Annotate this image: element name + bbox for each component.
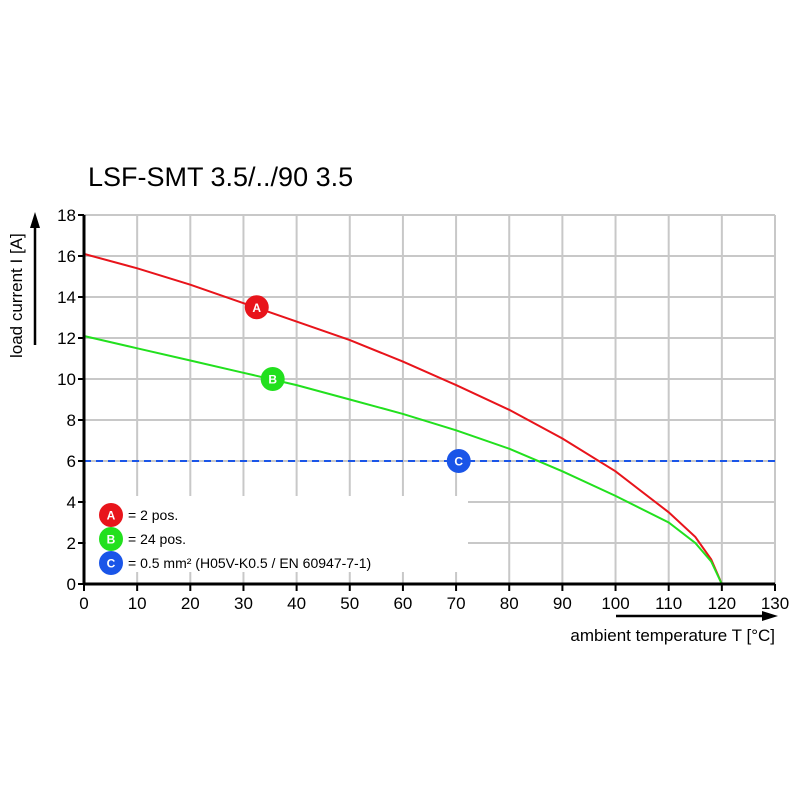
x-tick-label: 80: [500, 594, 519, 613]
x-tick-label: 40: [287, 594, 306, 613]
y-tick-label: 2: [67, 534, 76, 553]
series-line-a: [83, 252, 723, 585]
y-axis-arrowhead: [30, 212, 40, 228]
y-tick-label: 4: [67, 493, 76, 512]
legend-marker-a-circle: [99, 503, 123, 527]
legend-marker-a-letter: A: [107, 509, 116, 523]
x-tick-label: 10: [128, 594, 147, 613]
x-tick-label: 30: [234, 594, 253, 613]
x-tick-label: 120: [708, 594, 736, 613]
series-line-b: [83, 335, 723, 585]
y-tick-label: 10: [57, 370, 76, 389]
series-marker-c-letter: C: [454, 455, 463, 469]
legend-text-c: = 0.5 mm² (H05V-K0.5 / EN 60947-7-1): [128, 555, 371, 571]
x-axis-arrowhead: [762, 611, 778, 621]
legend-marker-c-letter: C: [107, 557, 116, 571]
y-tick-label: 14: [57, 288, 76, 307]
x-tick-label: 110: [655, 594, 682, 613]
x-tick-label: 100: [601, 594, 629, 613]
series-group: ABC: [83, 252, 775, 585]
y-tick-label: 18: [57, 206, 76, 225]
x-axis-label: ambient temperature T [°C]: [570, 626, 775, 645]
series-marker-b-letter: B: [268, 373, 277, 387]
x-tick-label: 50: [340, 594, 359, 613]
legend-text-b: = 24 pos.: [128, 531, 186, 547]
y-tick-label: 6: [67, 452, 76, 471]
legend-text-a: = 2 pos.: [128, 507, 178, 523]
series-marker-a-letter: A: [252, 301, 261, 315]
x-tick-label: 20: [181, 594, 200, 613]
legend-marker-b-circle: [99, 527, 123, 551]
chart-title: LSF-SMT 3.5/../90 3.5: [88, 162, 353, 192]
axes: 0 10 20 30 40 50 60 70 80 90 100 110 120 130 0 2 4 6 8 10 12…: [57, 206, 789, 613]
series-marker-a-circle: [244, 295, 269, 320]
x-tick-label: 130: [761, 594, 789, 613]
y-tick-label: 0: [67, 575, 76, 594]
legend-marker-b-letter: B: [107, 533, 116, 547]
y-tick-label: 12: [57, 329, 76, 348]
x-tick-label: 60: [393, 594, 412, 613]
series-marker-b-circle: [260, 367, 285, 391]
legend-background: [86, 496, 468, 572]
legend: A = 2 pos. B = 24 pos. C = 0.5 mm² (H05V-K0.5…: [99, 503, 371, 575]
legend-marker-c-circle: [99, 551, 123, 575]
y-axis-label: load current I [A]: [7, 233, 26, 358]
x-tick-label: 90: [553, 594, 572, 613]
x-tick-label: 0: [79, 594, 88, 613]
y-tick-label: 8: [67, 411, 76, 430]
y-tick-label: 16: [57, 247, 76, 266]
series-marker-c-circle: [446, 449, 471, 473]
x-tick-label: 70: [447, 594, 466, 613]
